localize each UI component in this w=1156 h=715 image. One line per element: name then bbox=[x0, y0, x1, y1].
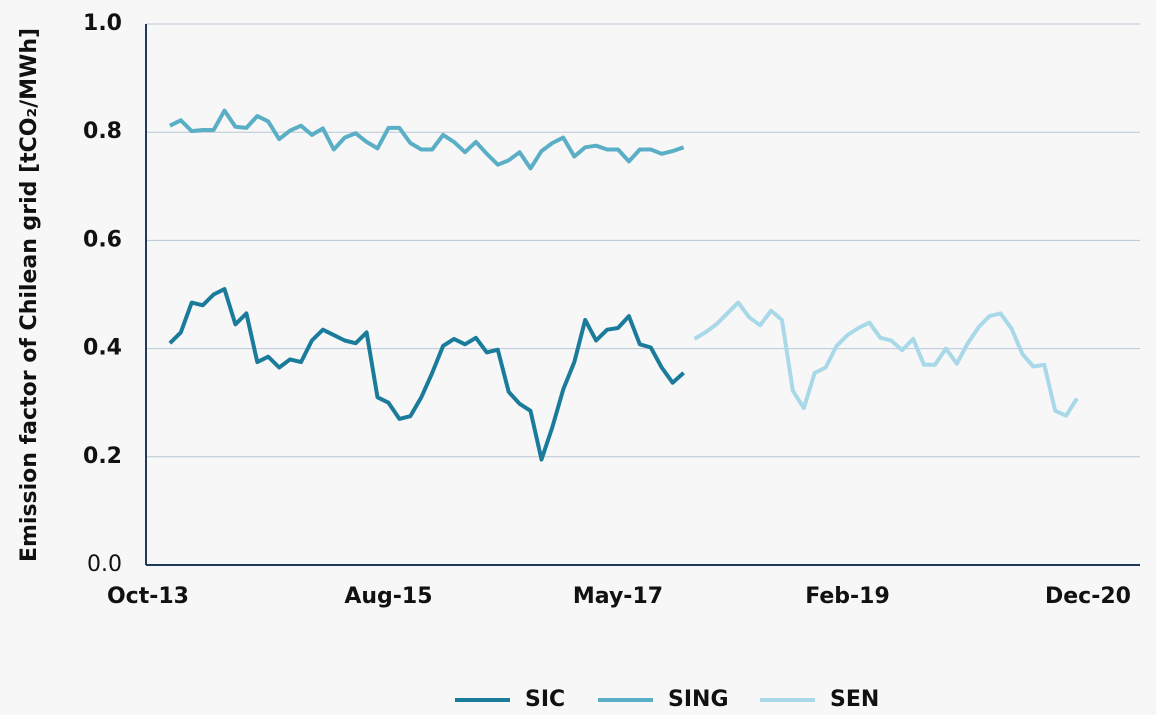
y-tick-label: 0.2 bbox=[83, 444, 122, 469]
series-line bbox=[168, 287, 685, 462]
x-tick-label: Aug-15 bbox=[344, 584, 432, 609]
legend-label: SING bbox=[668, 687, 729, 712]
y-tick-label: 1.0 bbox=[83, 11, 122, 36]
x-tick-label: May-17 bbox=[573, 584, 663, 609]
y-tick-label: 0.6 bbox=[83, 227, 122, 252]
y-tick-label: 0.8 bbox=[83, 119, 122, 144]
series-line bbox=[693, 300, 1079, 418]
y-axis-label: Emission factor of Chilean grid [tCO₂/MW… bbox=[17, 28, 42, 562]
legend-label: SIC bbox=[525, 687, 565, 712]
y-tick-label: 0.4 bbox=[83, 336, 122, 361]
x-tick-label: Dec-20 bbox=[1045, 584, 1131, 609]
legend-label: SEN bbox=[830, 687, 879, 712]
series-line bbox=[169, 108, 685, 171]
x-tick-label: Feb-19 bbox=[805, 584, 890, 609]
y-tick-label: 0.0 bbox=[87, 552, 122, 577]
x-tick-label: Oct-13 bbox=[107, 584, 189, 609]
